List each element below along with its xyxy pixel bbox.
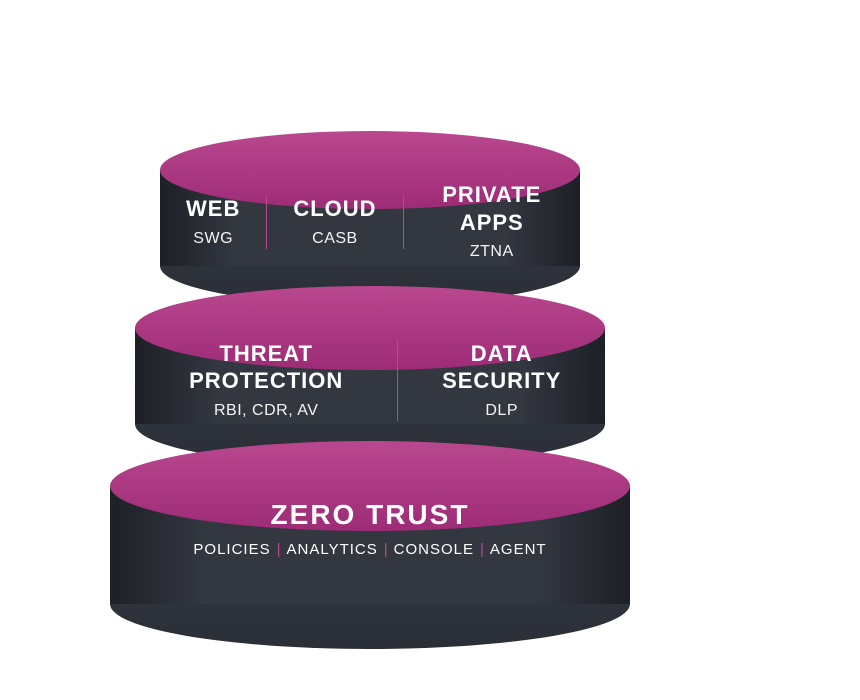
layer-bottom: ZERO TRUST POLICIES | ANALYTICS | CONSOLE | AGE… [110, 441, 630, 649]
separator: | [384, 541, 388, 558]
subitem-policies: POLICIES [193, 541, 270, 558]
layer-top-content: WEB SWG CLOUD CASB PRIVATE APPS ZTNA [160, 174, 580, 270]
subitem-analytics: ANALYTICS [287, 541, 378, 558]
column-title: CLOUD [293, 195, 376, 223]
column-subtitle: SWG [186, 229, 240, 249]
column-title: DATA SECURITY [424, 340, 579, 395]
column-title: WEB [186, 195, 240, 223]
subitem-console: CONSOLE [394, 541, 474, 558]
column-cloud: CLOUD CASB [267, 195, 403, 249]
column-subtitle: RBI, CDR, AV [161, 401, 371, 421]
column-web: WEB SWG [160, 195, 267, 249]
column-title: THREAT PROTECTION [161, 340, 371, 395]
separator: | [480, 541, 484, 558]
layer-middle-content: THREAT PROTECTION RBI, CDR, AV DATA SECURI… [135, 332, 605, 428]
column-threat-protection: THREAT PROTECTION RBI, CDR, AV [135, 340, 398, 421]
column-subtitle: CASB [293, 229, 376, 249]
subitem-agent: AGENT [490, 541, 547, 558]
zero-trust-title: ZERO TRUST [110, 499, 630, 531]
separator: | [277, 541, 281, 558]
layer-top: WEB SWG CLOUD CASB PRIVATE APPS ZTNA [160, 131, 580, 305]
layer-middle: THREAT PROTECTION RBI, CDR, AV DATA SECURI… [135, 286, 605, 466]
column-private-apps: PRIVATE APPS ZTNA [404, 181, 580, 262]
column-data-security: DATA SECURITY DLP [398, 340, 605, 421]
column-title: PRIVATE APPS [430, 181, 554, 236]
cylinder-diagram: WEB SWG CLOUD CASB PRIVATE APPS ZTNA THREAT PR… [0, 0, 860, 700]
layer-bottom-subitems: POLICIES | ANALYTICS | CONSOLE | AGENT [193, 541, 546, 558]
column-subtitle: ZTNA [430, 242, 554, 262]
layer-bottom-title: ZERO TRUST [110, 499, 630, 531]
column-subtitle: DLP [424, 401, 579, 421]
